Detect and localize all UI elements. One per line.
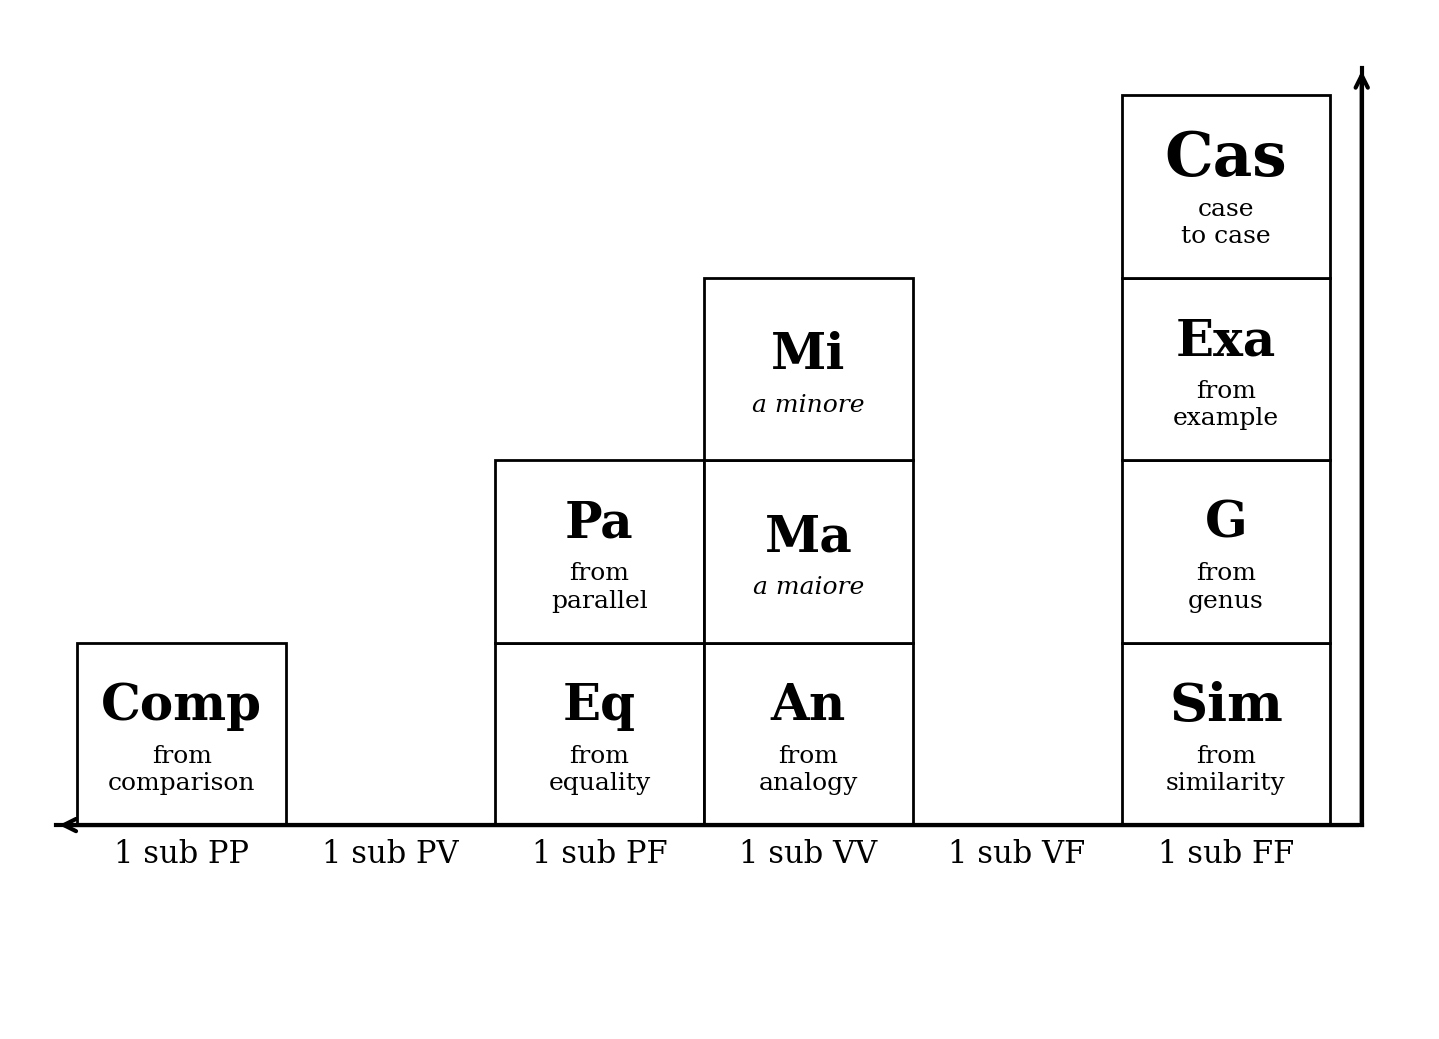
- Text: from: from: [1196, 380, 1256, 403]
- Text: parallel: parallel: [551, 590, 648, 613]
- Text: a minore: a minore: [753, 394, 865, 417]
- Text: G: G: [1204, 500, 1248, 549]
- Text: analogy: analogy: [758, 772, 858, 795]
- Text: Ma: Ma: [764, 513, 852, 562]
- Bar: [704, 460, 912, 643]
- Text: a maiore: a maiore: [753, 576, 863, 600]
- Bar: [704, 643, 912, 825]
- Text: from: from: [778, 745, 837, 768]
- Text: from: from: [570, 562, 629, 585]
- Text: genus: genus: [1189, 590, 1263, 613]
- Text: 1 sub PF: 1 sub PF: [531, 838, 668, 870]
- Bar: [1121, 460, 1331, 643]
- Text: from: from: [151, 745, 212, 768]
- Text: An: An: [771, 682, 846, 731]
- Text: comparison: comparison: [108, 772, 256, 795]
- Text: example: example: [1173, 407, 1279, 430]
- Bar: [495, 643, 704, 825]
- Text: Comp: Comp: [101, 682, 262, 731]
- Text: 1 sub VF: 1 sub VF: [948, 838, 1086, 870]
- Text: Eq: Eq: [563, 682, 636, 731]
- Text: Mi: Mi: [771, 330, 846, 380]
- Bar: [1121, 96, 1331, 277]
- Text: Pa: Pa: [566, 500, 633, 549]
- Bar: [495, 460, 704, 643]
- Bar: [78, 643, 286, 825]
- Text: 1 sub PV: 1 sub PV: [322, 838, 459, 870]
- Text: 1 sub PP: 1 sub PP: [114, 838, 249, 870]
- Text: similarity: similarity: [1166, 772, 1286, 795]
- Text: from: from: [570, 745, 629, 768]
- Text: Cas: Cas: [1164, 129, 1288, 189]
- Text: 1 sub FF: 1 sub FF: [1158, 838, 1294, 870]
- Text: 1 sub VV: 1 sub VV: [740, 838, 878, 870]
- Text: to case: to case: [1181, 224, 1271, 248]
- Bar: [704, 277, 912, 460]
- Text: from: from: [1196, 562, 1256, 585]
- Text: from: from: [1196, 745, 1256, 768]
- Text: Exa: Exa: [1176, 317, 1276, 366]
- Text: case: case: [1197, 197, 1255, 220]
- Text: equality: equality: [548, 772, 650, 795]
- Text: Sim: Sim: [1168, 681, 1284, 732]
- Bar: [1121, 643, 1331, 825]
- Bar: [1121, 277, 1331, 460]
